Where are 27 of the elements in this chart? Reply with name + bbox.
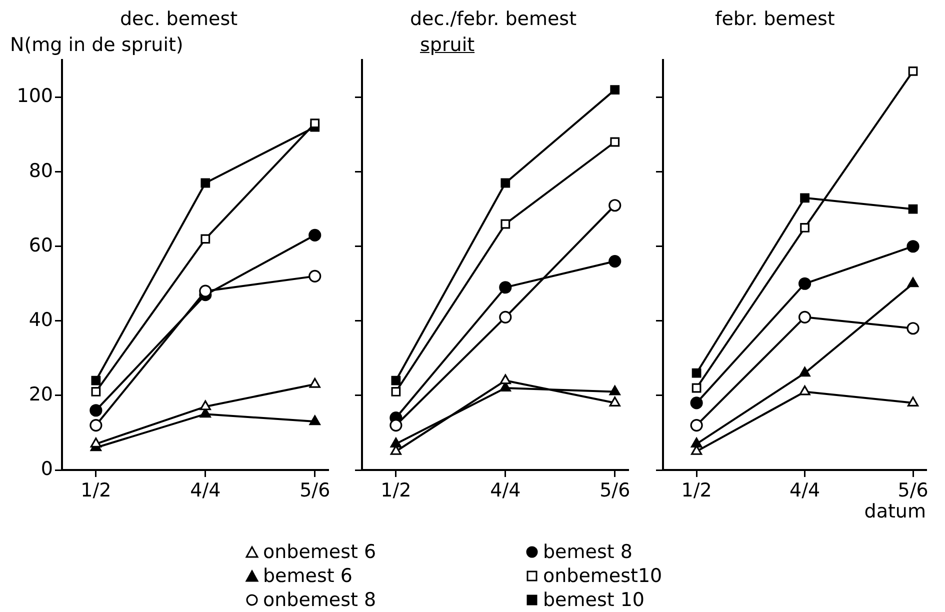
- y-tick-label: 20: [28, 383, 53, 406]
- y-tick-label: 0: [40, 458, 53, 480]
- legend-label: bemest 8: [543, 541, 632, 563]
- x-tick-label: 4/4: [190, 479, 221, 502]
- x-tick-label: 4/4: [490, 479, 521, 502]
- legend-label: onbemest 8: [263, 589, 376, 611]
- y-tick-label: 60: [28, 234, 53, 256]
- legend-label: bemest 10: [543, 589, 645, 611]
- x-tick-label: 5/6: [600, 479, 630, 502]
- x-tick-label: 5/6: [300, 479, 330, 502]
- x-tick-label: 1/2: [681, 479, 712, 502]
- chart-title: febr. bemest: [715, 8, 835, 30]
- y-tick-label: 80: [28, 160, 53, 182]
- x-tick-label: 5/6: [898, 479, 928, 502]
- y-tick-label: 40: [28, 308, 53, 331]
- x-axis-title: datum: [864, 500, 926, 523]
- x-tick-label: 4/4: [789, 479, 820, 502]
- chart-title: dec. bemest: [120, 8, 238, 30]
- chart-title: dec./febr. bemest: [410, 8, 577, 30]
- legend-label: bemest 6: [263, 565, 352, 587]
- y-axis-title: N(mg in de spruit): [10, 34, 184, 56]
- chart-subtitle: spruit: [420, 34, 475, 56]
- x-tick-label: 1/2: [380, 479, 412, 502]
- y-tick-label: 100: [16, 85, 53, 108]
- legend-label: onbemest 6: [263, 541, 376, 563]
- x-tick-label: 1/2: [80, 479, 112, 502]
- legend-label: onbemest10: [543, 565, 662, 587]
